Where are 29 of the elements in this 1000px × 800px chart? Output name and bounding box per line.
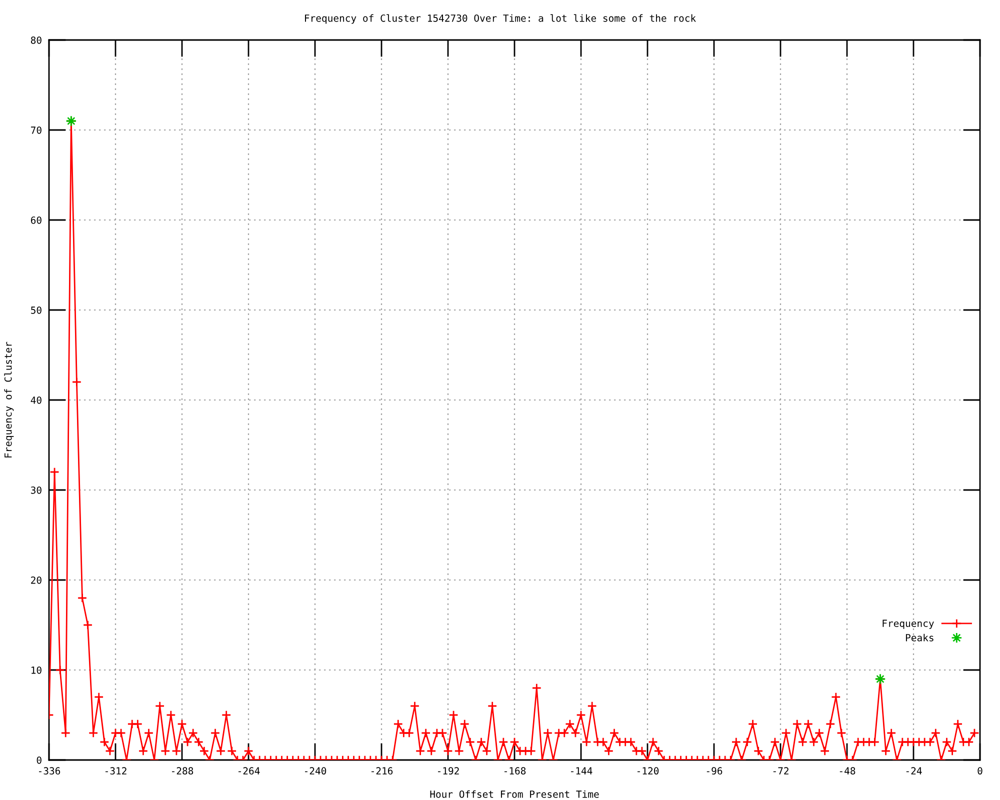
y-tick-label: 80 [30,36,42,44]
y-tick-label: 0 [36,756,42,764]
x-tick-label: -240 [304,767,326,775]
x-tick-label: -72 [773,767,788,774]
x-tick-label: -48 [840,767,856,775]
y-tick-label: 70 [31,126,42,134]
x-tick-label: -264 [238,767,260,775]
x-tick-label: 0 [978,767,982,775]
x-tick-label: -288 [172,767,194,775]
chart-title: Frequency of Cluster 1542730 Over Time: a lot like some of the rock [305,14,696,24]
y-tick-label: 30 [31,486,42,494]
legend-label: Frequency [882,620,934,629]
x-axis-title: Hour Offset From Present Time [430,790,599,798]
x-tick-label: -96 [706,767,722,775]
y-tick-label: 10 [32,666,42,674]
legend-label: Peaks [906,634,934,642]
y-axis-title: Frequency of Cluster [4,342,14,458]
y-tick-label: 20 [31,576,42,584]
x-tick-label: -24 [906,767,922,774]
y-tick-label: 60 [30,216,42,224]
x-tick-label: -336 [38,767,60,775]
x-tick-label: -312 [105,767,126,775]
x-tick-label: -120 [637,767,659,775]
x-tick-label: -144 [570,767,592,774]
x-tick-label: -168 [504,767,526,775]
y-tick-label: 40 [30,396,42,404]
x-tick-label: -216 [371,767,393,775]
y-tick-label: 50 [31,306,42,314]
x-tick-label: -192 [438,767,459,775]
